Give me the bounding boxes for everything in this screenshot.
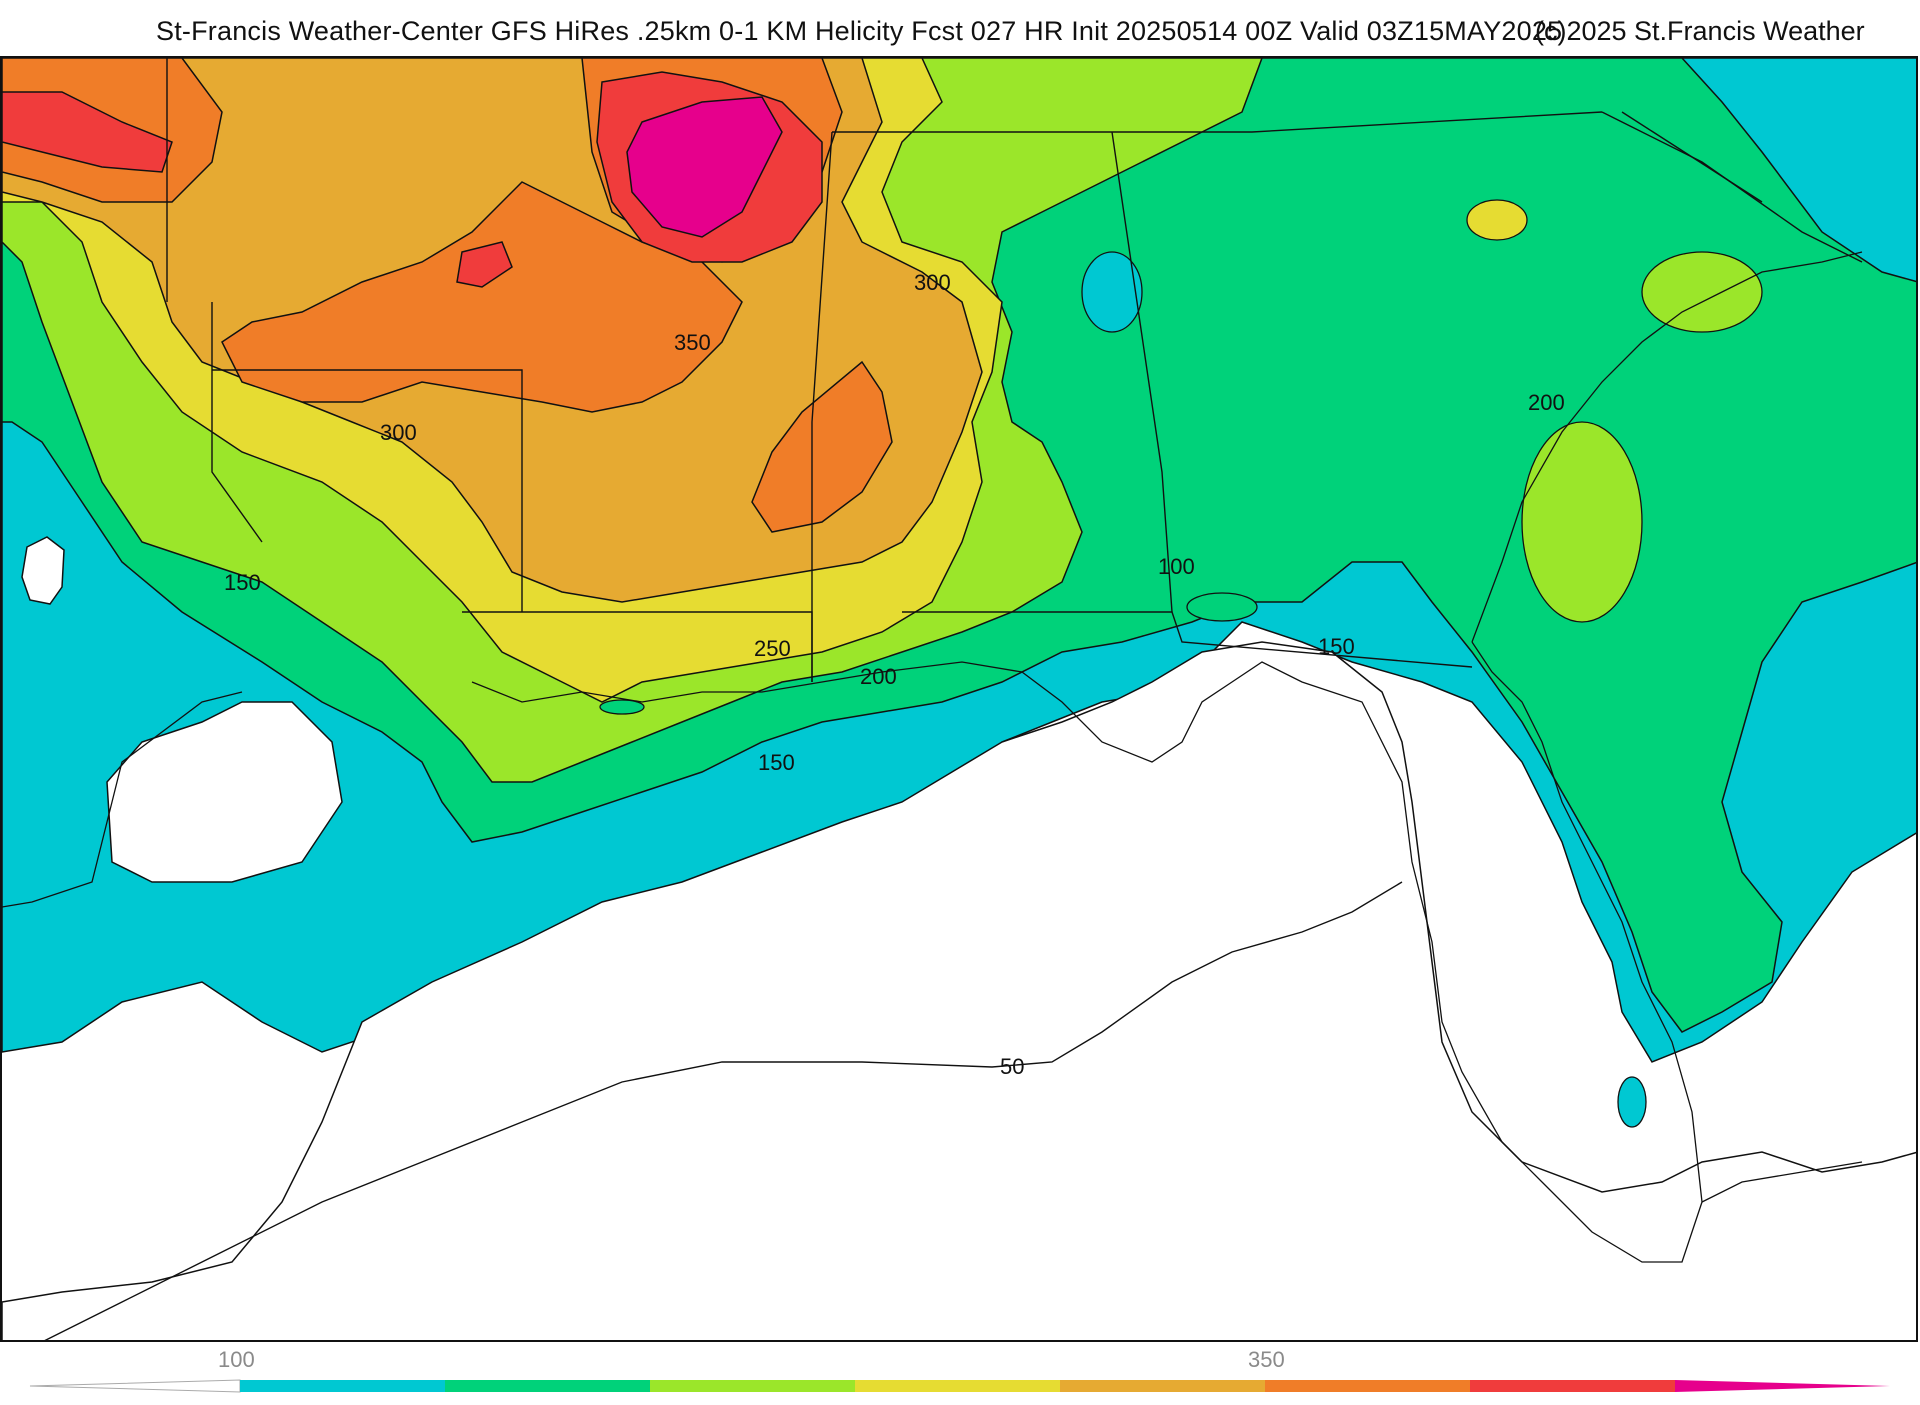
helicity-blob-green (599, 699, 645, 715)
low-helicity-patch-west (106, 701, 343, 883)
contour-label-250: 250 (754, 636, 791, 661)
colorbar-swatch-1 (445, 1380, 650, 1392)
map-title: St-Francis Weather-Center GFS HiRes .25k… (156, 16, 1563, 46)
contour-label-100: 100 (1158, 554, 1195, 579)
colorbar-left-arrow (29, 1379, 241, 1393)
colorbar (0, 1342, 1920, 1400)
helicity-map: 350 300 300 250 200 200 150 150 150 100 … (2, 58, 1916, 1340)
contour-label-150-texas: 150 (224, 570, 261, 595)
contour-label-300-west: 300 (380, 420, 417, 445)
helicity-band-400-450 (2, 71, 823, 288)
colorbar-swatch-5 (1265, 1380, 1470, 1392)
colorbar-swatch-4 (1060, 1380, 1265, 1392)
helicity-blob-cyan-2 (1617, 1076, 1647, 1128)
contour-label-200-gulf: 200 (860, 664, 897, 689)
contour-label-150-gulf: 150 (758, 750, 795, 775)
title-bar: St-Francis Weather-Center GFS HiRes .25k… (0, 0, 1920, 56)
helicity-band-450-plus (626, 96, 783, 238)
colorbar-swatch-6 (1470, 1380, 1675, 1392)
helicity-blob-yellow (1466, 199, 1528, 241)
colorbar-tick-350: 350 (1248, 1347, 1285, 1372)
map-panel[interactable]: 350 300 300 250 200 200 150 150 150 100 … (0, 56, 1918, 1342)
colorbar-swatch-3 (855, 1380, 1060, 1392)
colorbar-tick-100: 100 (218, 1347, 255, 1372)
contour-label-150-georgia: 150 (1318, 634, 1355, 659)
colorbar-svg (29, 1379, 1890, 1393)
copyright-text: (c)2025 St.Francis Weather (1535, 16, 1865, 46)
contour-line-50 (44, 881, 1403, 1340)
colorbar-right-arrow (1675, 1380, 1890, 1392)
helicity-blob-green-2 (1186, 592, 1258, 622)
helicity-blob-cyan (1081, 251, 1143, 333)
contour-label-300-east: 300 (914, 270, 951, 295)
state-boundaries (166, 58, 1863, 682)
colorbar-swatch-2 (650, 1380, 855, 1392)
contour-label-200-carolina: 200 (1528, 390, 1565, 415)
helicity-blob-lightgreen (1641, 251, 1763, 333)
coastline (2, 251, 1863, 1263)
contour-label-350: 350 (674, 330, 711, 355)
helicity-blob-lightgreen-2 (1521, 421, 1643, 623)
low-helicity-patch-texas (21, 536, 65, 605)
colorbar-swatch-0 (240, 1380, 445, 1392)
